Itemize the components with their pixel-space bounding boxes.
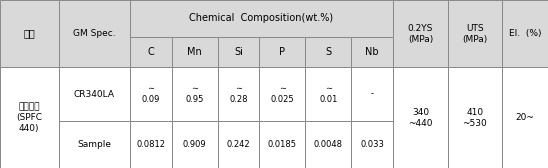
Bar: [0, 67, 59, 168]
Bar: [172, 121, 218, 168]
Bar: [172, 67, 218, 121]
Bar: [130, 37, 172, 67]
Bar: [218, 67, 259, 121]
Text: Chemical  Composition(wt.%): Chemical Composition(wt.%): [190, 13, 334, 24]
Text: 냉간강판
(SPFC
440): 냉간강판 (SPFC 440): [16, 102, 42, 133]
Bar: [218, 121, 259, 168]
Bar: [502, 0, 548, 67]
Bar: [130, 0, 393, 37]
Bar: [393, 0, 448, 67]
Bar: [448, 67, 502, 168]
Bar: [59, 0, 130, 67]
Bar: [351, 37, 393, 67]
Text: ∼
0.01: ∼ 0.01: [319, 84, 338, 104]
Text: P: P: [279, 47, 286, 57]
Text: 0.0185: 0.0185: [268, 140, 297, 149]
Text: S: S: [326, 47, 332, 57]
Bar: [59, 121, 130, 168]
Bar: [393, 67, 448, 168]
Text: ∼
0.025: ∼ 0.025: [271, 84, 294, 104]
Text: 0.0812: 0.0812: [136, 140, 165, 149]
Text: ∼
0.95: ∼ 0.95: [185, 84, 204, 104]
Bar: [259, 37, 305, 67]
Bar: [0, 0, 59, 67]
Bar: [259, 67, 305, 121]
Bar: [259, 121, 305, 168]
Text: CR340LA: CR340LA: [73, 90, 115, 99]
Bar: [218, 37, 259, 67]
Text: -: -: [371, 90, 374, 99]
Text: Nb: Nb: [366, 47, 379, 57]
Text: 0.2YS
(MPa): 0.2YS (MPa): [408, 24, 433, 44]
Bar: [305, 121, 351, 168]
Text: Sample: Sample: [77, 140, 111, 149]
Bar: [130, 67, 172, 121]
Bar: [172, 37, 218, 67]
Text: 410
~530: 410 ~530: [463, 108, 487, 128]
Bar: [305, 67, 351, 121]
Text: 20~: 20~: [516, 113, 534, 122]
Bar: [130, 121, 172, 168]
Bar: [351, 121, 393, 168]
Text: 0.0048: 0.0048: [314, 140, 343, 149]
Text: Mn: Mn: [187, 47, 202, 57]
Text: C: C: [147, 47, 154, 57]
Bar: [448, 0, 502, 67]
Text: 0.242: 0.242: [227, 140, 250, 149]
Text: 0.033: 0.033: [361, 140, 384, 149]
Text: ∼
0.28: ∼ 0.28: [229, 84, 248, 104]
Text: 340
~440: 340 ~440: [408, 108, 433, 128]
Bar: [351, 67, 393, 121]
Bar: [59, 67, 130, 121]
Text: UTS
(MPa): UTS (MPa): [462, 24, 487, 44]
Bar: [305, 37, 351, 67]
Bar: [502, 67, 548, 168]
Text: ∼
0.09: ∼ 0.09: [141, 84, 160, 104]
Text: 0.909: 0.909: [182, 140, 207, 149]
Text: Si: Si: [234, 47, 243, 57]
Text: GM Spec.: GM Spec.: [73, 29, 116, 38]
Text: El.  (%): El. (%): [509, 29, 541, 38]
Text: 구분: 구분: [24, 29, 35, 39]
